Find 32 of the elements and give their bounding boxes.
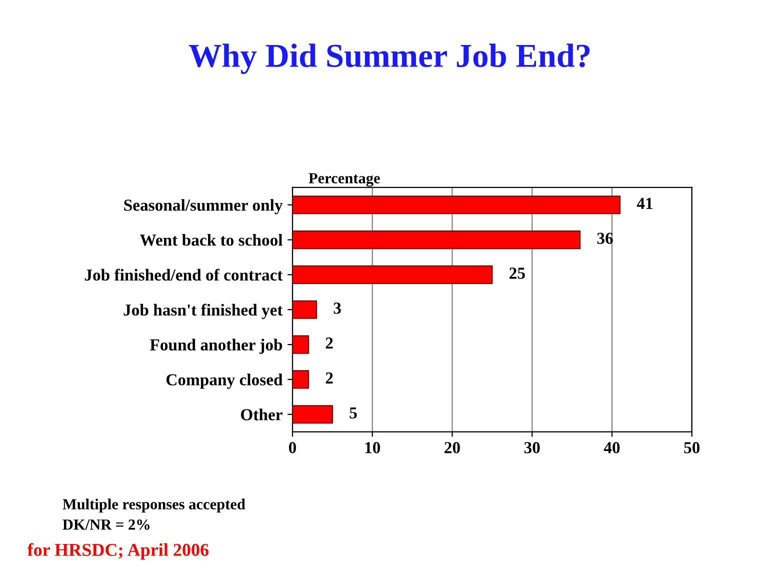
y-tick-label: Went back to school: [140, 234, 282, 246]
x-tick-label: 10: [365, 442, 380, 454]
x-tick-label: 40: [604, 442, 620, 454]
text: DK/NR = 2%: [62, 519, 150, 530]
y-tick-label: Seasonal/summer only: [124, 199, 283, 214]
data-label: 36: [597, 232, 613, 244]
text: Multiple responses accepted: [62, 498, 246, 513]
x-tick-label: 20: [444, 442, 460, 454]
x-tick-label: 50: [684, 442, 700, 454]
y-tick-label: Other: [241, 408, 282, 420]
text: for HRSDC; April 2006: [27, 543, 209, 560]
y-tick-label: Job finished/end of contract: [84, 268, 283, 281]
x-axis-title: Percentage: [308, 173, 380, 187]
data-label: 2: [326, 372, 333, 384]
bar: [292, 196, 621, 214]
bar: [292, 405, 333, 424]
x-tick-label: 0: [288, 442, 296, 454]
data-label: 25: [510, 268, 525, 279]
data-label: 5: [350, 407, 357, 419]
bar: [292, 265, 493, 284]
y-tick-label: Company closed: [166, 374, 283, 389]
y-tick-label: Job hasn't finished yet: [124, 304, 283, 320]
data-label: 41: [636, 198, 652, 209]
bar: [292, 300, 318, 319]
bar: [292, 370, 310, 389]
data-label: 2: [326, 338, 333, 349]
bar: [292, 335, 310, 354]
data-label: 3: [334, 302, 341, 314]
bar: [292, 230, 581, 250]
x-tick-label: 30: [524, 442, 540, 454]
y-tick-label: Found another job: [150, 338, 282, 354]
chart-title: Why Did Summer Job End?: [188, 44, 590, 74]
